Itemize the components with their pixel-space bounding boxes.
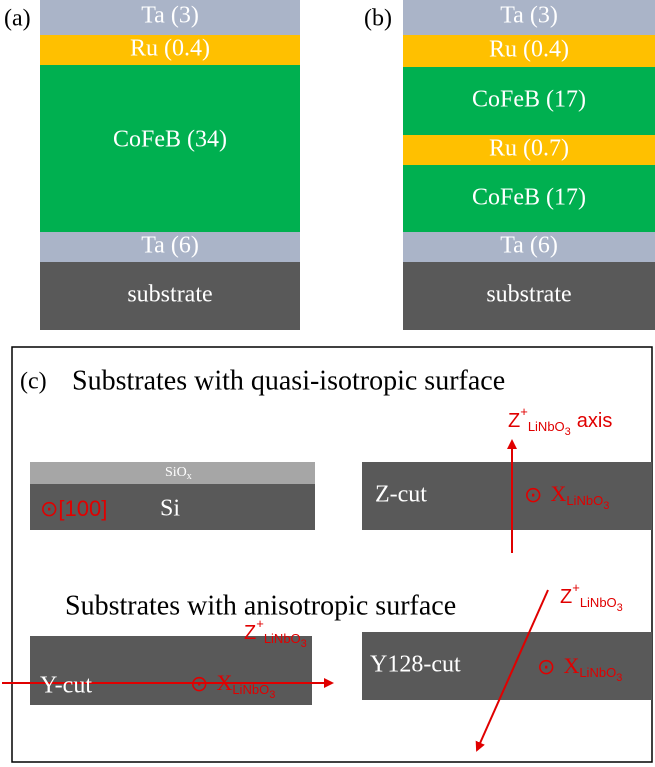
layer bbox=[403, 165, 655, 232]
layer-label: CoFeB (17) bbox=[472, 185, 586, 211]
heading: Substrates with anisotropic surface bbox=[65, 590, 456, 621]
text-part: SiO bbox=[165, 465, 187, 480]
text-part: 3 bbox=[565, 426, 571, 438]
text-part: ⊙ bbox=[537, 654, 555, 679]
oxide-layer bbox=[30, 462, 315, 484]
layer bbox=[40, 232, 300, 262]
layer-label: Ta (3) bbox=[141, 3, 199, 29]
text-part: 3 bbox=[617, 602, 623, 614]
text-part: 3 bbox=[269, 689, 275, 701]
layer bbox=[403, 35, 655, 67]
substrate bbox=[30, 636, 312, 705]
text-part: 3 bbox=[616, 672, 622, 684]
text-part: LiNbO bbox=[566, 493, 603, 508]
axis-label: Z+LiNbO3 bbox=[560, 580, 623, 613]
substrate bbox=[362, 632, 652, 700]
text-part: LiNbO bbox=[579, 665, 616, 680]
text-part: ⊙ bbox=[524, 482, 542, 507]
layer bbox=[40, 0, 300, 35]
layer bbox=[40, 35, 300, 65]
text-part: X bbox=[216, 670, 232, 695]
substrate bbox=[30, 484, 315, 530]
text-part: Z bbox=[508, 410, 520, 432]
layer bbox=[403, 262, 655, 330]
layer bbox=[403, 0, 655, 35]
layer-label: CoFeB (34) bbox=[113, 127, 227, 153]
text-part: 3 bbox=[603, 500, 609, 512]
panel-label: (b) bbox=[364, 6, 392, 32]
text-part: ⊙ bbox=[190, 671, 208, 696]
text-part: Z bbox=[560, 586, 572, 608]
layer-label: Ta (3) bbox=[500, 3, 558, 29]
layer bbox=[403, 232, 655, 262]
direction: ⊙[100] bbox=[40, 496, 107, 521]
substrate-label: Z-cut bbox=[375, 482, 427, 508]
layer-label: CoFeB (17) bbox=[472, 87, 586, 113]
text-part: LiNbO bbox=[528, 419, 565, 434]
text-part: X bbox=[550, 481, 566, 506]
text-part: Z bbox=[244, 622, 256, 644]
layer bbox=[403, 67, 655, 135]
heading: Substrates with quasi-isotropic surface bbox=[72, 365, 505, 396]
text-part: LiNbO bbox=[264, 631, 301, 646]
axis-label: Z+LiNbO3 bbox=[244, 616, 307, 649]
panel-label: (c) bbox=[20, 369, 47, 395]
x-axis-label: ⊙ XLiNbO3 bbox=[537, 653, 622, 684]
oxide-label: SiOx bbox=[165, 465, 192, 482]
substrate-label: Y-cut bbox=[40, 673, 92, 699]
text-part: X bbox=[563, 653, 579, 678]
text-part: LiNbO bbox=[232, 682, 269, 697]
text-part: 3 bbox=[301, 638, 307, 650]
substrate-label: Si bbox=[160, 496, 180, 522]
axis-arrow bbox=[475, 589, 549, 752]
layer-label: Ta (6) bbox=[500, 233, 558, 259]
text-part: + bbox=[572, 580, 580, 595]
layer bbox=[40, 65, 300, 232]
panel-c: (c) Substrates with quasi-isotropic surf… bbox=[2, 346, 653, 763]
panel-b: (b) Ta (3) Ru (0.4) CoFeB (17) Ru (0.7) … bbox=[364, 0, 655, 330]
text-part: + bbox=[520, 404, 528, 419]
panel-a: (a) Ta (3) Ru (0.4) CoFeB (34) Ta (6) su… bbox=[4, 0, 300, 330]
text-part: LiNbO bbox=[580, 595, 617, 610]
x-axis-label: ⊙ XLiNbO3 bbox=[190, 670, 275, 701]
layer-label: Ru (0.7) bbox=[489, 136, 569, 162]
text-part: axis bbox=[577, 410, 613, 432]
layer-label: Ta (6) bbox=[141, 233, 199, 259]
layer-label: substrate bbox=[127, 282, 212, 308]
layer bbox=[403, 135, 655, 165]
substrate bbox=[362, 462, 652, 530]
panel-label: (a) bbox=[4, 6, 31, 32]
layer-label: Ru (0.4) bbox=[489, 37, 569, 63]
text-part: + bbox=[256, 616, 264, 631]
text-part: x bbox=[187, 471, 192, 482]
axis-label: Z+LiNbO3 axis bbox=[508, 404, 612, 437]
layer-label: substrate bbox=[486, 282, 571, 308]
substrate-label: Y128-cut bbox=[370, 652, 461, 678]
layer bbox=[40, 262, 300, 330]
x-axis-label: ⊙ XLiNbO3 bbox=[524, 481, 609, 512]
panel-frame bbox=[11, 346, 653, 763]
layer-label: Ru (0.4) bbox=[130, 36, 210, 62]
